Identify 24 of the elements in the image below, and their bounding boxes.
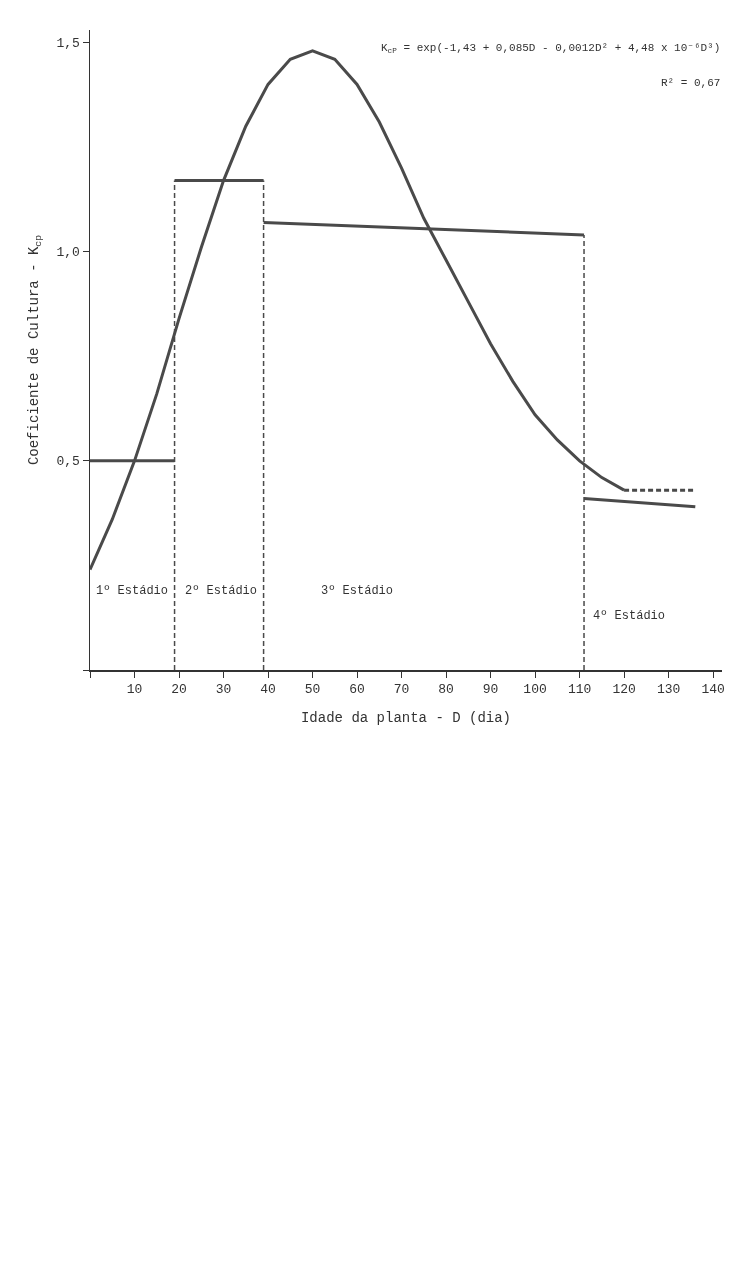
y-tick-label: 1,0 xyxy=(56,245,80,261)
annotation: 4º Estádio xyxy=(593,609,666,623)
x-tick-label: 130 xyxy=(656,682,681,698)
x-axis-title: Idade da planta - D (dia) xyxy=(300,710,512,727)
x-tick-label: 20 xyxy=(171,682,187,698)
annotation: 1º Estádio xyxy=(96,584,169,598)
x-tick-label: 140 xyxy=(701,682,725,698)
x-tick-label: 60 xyxy=(349,682,365,698)
x-tick-label: 70 xyxy=(393,682,410,698)
x-tick-label: 40 xyxy=(260,682,276,698)
x-tick-label: 10 xyxy=(126,682,143,698)
annotation: K$_{cP}$ = exp(-1,43 + 0,085D - 0,0012D² + 4,48 x 10⁻⁶D³) xyxy=(381,42,721,56)
x-tick-label: 30 xyxy=(215,682,232,698)
annotation: 3º Estádio xyxy=(321,584,394,598)
y-tick-label: 1,5 xyxy=(56,36,80,52)
x-tick-label: 110 xyxy=(567,682,592,698)
x-tick-label: 120 xyxy=(612,682,636,698)
x-tick-label: 50 xyxy=(304,682,321,698)
y-tick-label: 0,5 xyxy=(56,454,80,470)
x-tick-label: 100 xyxy=(523,682,547,698)
x-tick-label: 80 xyxy=(438,682,454,698)
annotation: R² = 0,67 xyxy=(661,77,721,89)
x-tick-label: 90 xyxy=(482,682,499,698)
annotation: 2º Estádio xyxy=(185,584,258,598)
